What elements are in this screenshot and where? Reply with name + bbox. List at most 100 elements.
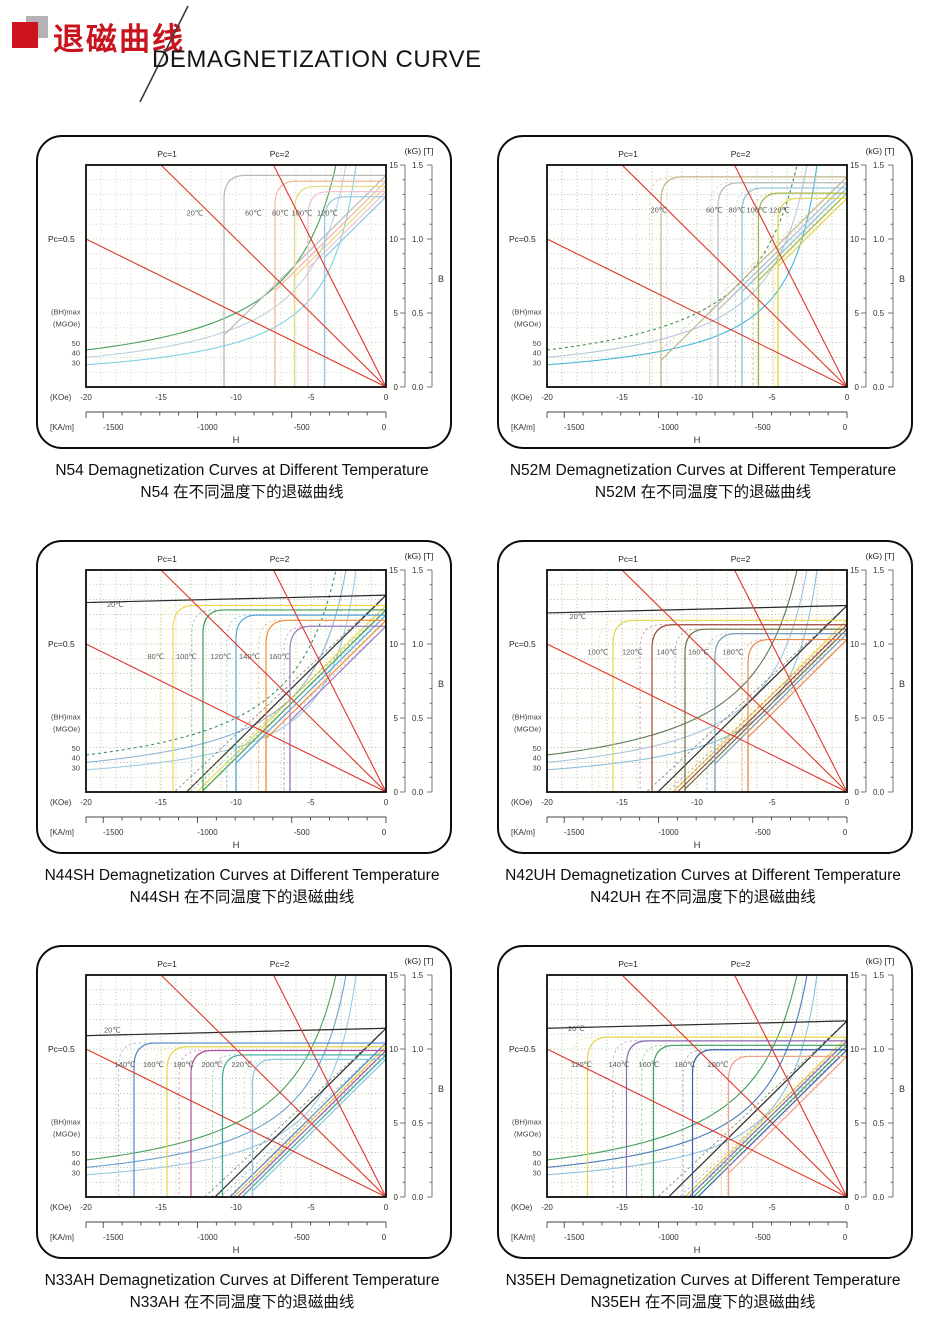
bhmax-tick: 50 [533,339,541,348]
intrinsic-si-120℃ [226,614,386,792]
temp-label-180℃: 180℃ [173,1060,194,1069]
normal-curve-120℃ [323,196,386,387]
bhmax-curve-40 [86,570,347,763]
temp-label-160℃: 160℃ [639,1060,660,1069]
b-axis-symbol: B [438,274,444,284]
kg-tick: 0 [855,1193,860,1202]
kam-unit-label: [KA/m] [50,1233,74,1242]
temp-label-120℃: 120℃ [317,208,338,217]
t-tick: 0.0 [873,788,885,797]
kam-tick: -1500 [103,423,124,432]
kg-tick: 15 [389,971,398,980]
t-tick: 0.0 [412,788,424,797]
normal-curve-80℃ [293,186,386,387]
kg-tick: 15 [850,971,859,980]
normal-curve-140℃ [265,619,386,792]
koe-unit-label: (KOe) [511,393,533,402]
bhmax-label: (BH)max [512,307,542,316]
temp-label-180℃: 180℃ [723,647,744,656]
pc1-label: Pc=1 [157,149,177,159]
h-axis-symbol: H [233,435,240,446]
kam-tick: -1500 [103,828,124,837]
intrinsic-curve-60℃ [274,180,386,387]
koe-tick: 0 [845,798,850,807]
kam-ruler [546,816,848,823]
kam-tick: 0 [382,423,387,432]
bhmax-label: (BH)max [51,307,81,316]
pc-line-1 [160,164,387,388]
temp-label-100℃: 100℃ [588,647,609,656]
bhmax-tick: 40 [533,1159,541,1168]
pc-line-2 [734,164,848,388]
normal-si-140℃ [258,619,386,792]
load-lines [85,974,387,1198]
t-tick: 1.0 [412,1045,424,1054]
normal-si-80℃ [735,187,847,387]
kg-tick: 5 [394,1119,399,1128]
plot-border [546,164,848,388]
intrinsic-curve-100℃ [612,619,847,792]
curves [547,165,847,387]
temp-label-160℃: 160℃ [143,1060,164,1069]
bhmax-label: (BH)max [51,712,81,721]
pc2-label: Pc=2 [270,149,290,159]
intrinsic-si-140℃ [258,619,386,792]
normal-curve-60℃ [274,180,386,387]
intrinsic-curve-180℃ [747,638,847,792]
intrinsic-si-100℃ [191,609,386,792]
temp-label-20℃: 20℃ [651,205,668,214]
normal-si-120℃ [666,624,847,792]
caption-zh: N33AH 在不同温度下的退磁曲线 [129,1294,355,1311]
y-unit-label: (kG) [T] [405,146,434,156]
intrinsic-si-160℃ [706,633,847,792]
pc2-label: Pc=2 [731,959,751,969]
intrinsic-curve-20℃ [660,176,847,387]
intrinsic-si-80℃ [159,605,386,792]
normal-si-180℃ [228,1050,386,1197]
normal-curve-100℃ [307,191,386,387]
kam-tick: -500 [755,828,772,837]
kg-tick: 10 [389,235,398,244]
temp-label-20℃: 20℃ [568,1024,585,1033]
bhmax-curve-40 [547,570,808,763]
intrinsic-curve-160℃ [714,633,847,792]
kg-tick: 10 [850,640,859,649]
pc1-label: Pc=1 [157,959,177,969]
intrinsic-curve-200℃ [221,1054,386,1197]
kam-unit-label: [KA/m] [50,423,74,432]
kg-tick: 5 [394,714,399,723]
intrinsic-si-140℃ [612,1040,847,1197]
temp-label-80℃: 80℃ [272,208,289,217]
kg-tick: 15 [389,161,398,170]
pc1-label: Pc=1 [618,149,638,159]
intrinsic-curve-100℃ [757,192,847,387]
caption-n35eh: N35EH Demagnetization Curves at Differen… [497,1270,909,1314]
kg-tick: 5 [855,1119,860,1128]
t-tick: 1.5 [873,161,885,170]
bhmax-curve-50 [547,570,798,756]
intrinsic-curve-220℃ [251,1058,386,1197]
t-tick: 0.0 [412,383,424,392]
intrinsic-curve-140℃ [265,619,386,792]
kam-tick: -1500 [564,423,585,432]
koe-tick: -20 [541,1203,553,1212]
kg-tick: 15 [850,566,859,575]
bhmax-curve-50 [547,165,798,351]
pc-line-2 [273,164,387,388]
right-axis-rulers [861,974,894,1198]
caption-zh: N44SH 在不同温度下的退磁曲线 [129,889,355,906]
t-tick: 0.0 [873,383,885,392]
koe-tick: -20 [80,1203,92,1212]
temp-label-120℃: 120℃ [571,1060,592,1069]
bhmax-tick: 40 [533,754,541,763]
koe-tick: 0 [845,1203,850,1212]
koe-unit-label: (KOe) [50,1203,72,1212]
caption-zh: N52M 在不同温度下的退磁曲线 [594,484,812,501]
intrinsic-si-120℃ [639,624,847,792]
right-axis-rulers [861,569,894,793]
temp-label-100℃: 100℃ [747,205,768,214]
normal-si-100℃ [662,619,847,792]
kam-tick: 0 [843,423,848,432]
chart-panel-n52m: 20℃ 60℃ 80℃ 100℃ 120℃ Pc=1 Pc=2 Pc=0.5 (kG) [T] 1… [497,135,913,449]
intrinsic-si-220℃ [243,1058,386,1197]
